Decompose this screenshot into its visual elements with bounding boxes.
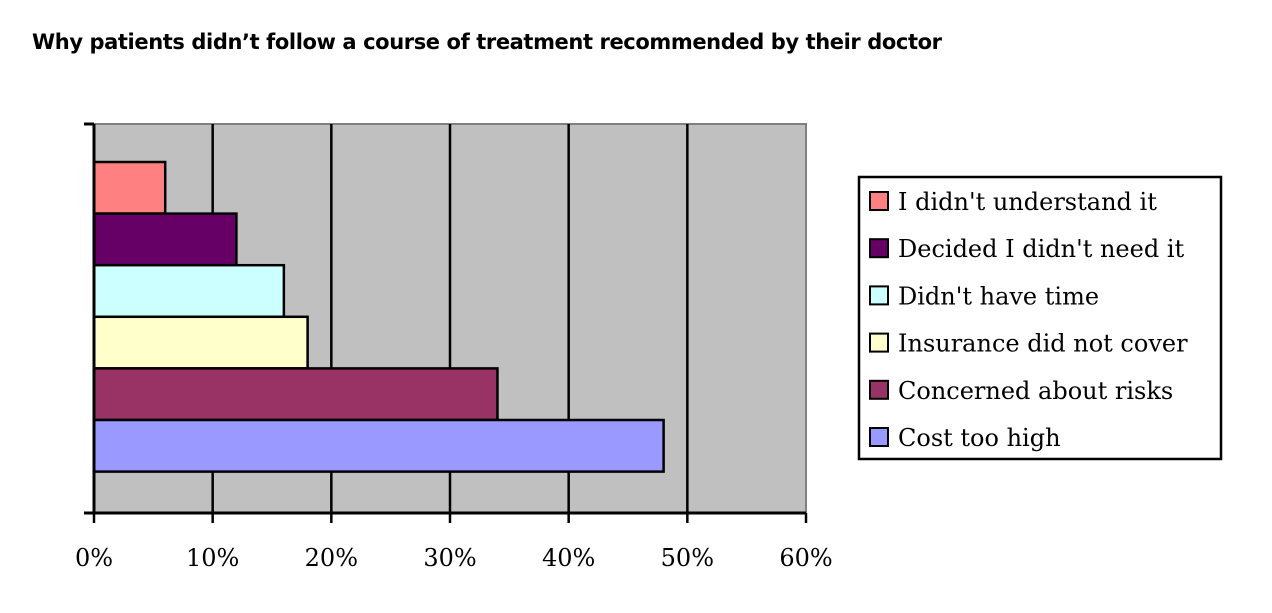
legend-label: Concerned about risks — [898, 377, 1173, 405]
x-tick-label: 10% — [186, 544, 239, 572]
legend-label: Decided I didn't need it — [898, 235, 1184, 263]
legend-swatch — [869, 427, 889, 447]
bar — [92, 160, 167, 215]
bar — [92, 263, 286, 319]
x-tick-label: 40% — [542, 544, 595, 572]
legend-label: Didn't have time — [898, 282, 1099, 310]
axes — [84, 122, 808, 523]
legend-swatch — [869, 191, 889, 211]
bars — [92, 160, 665, 473]
bar — [92, 418, 665, 473]
legend-swatch — [869, 238, 889, 259]
legend-label: Cost too high — [898, 424, 1061, 452]
bar — [92, 212, 238, 267]
x-tick-label: 20% — [305, 544, 358, 572]
x-tick-label: 60% — [779, 544, 832, 572]
x-tick-label: 0% — [75, 544, 113, 572]
x-tick-labels: 0% 10% 20% 30% 40% 50% 60% — [75, 544, 833, 572]
legend-swatch — [869, 285, 889, 306]
x-tick-label: 30% — [423, 544, 476, 572]
legend-label: I didn't understand it — [898, 188, 1157, 216]
legend-swatch — [869, 332, 889, 353]
bar — [92, 367, 499, 422]
legend: I didn't understand it Decided I didn't n… — [869, 188, 1188, 452]
bar — [92, 315, 309, 370]
legend-box — [857, 175, 1223, 461]
chart-title: Why patients didn’t follow a course of t… — [32, 30, 942, 54]
x-tick-label: 50% — [661, 544, 714, 572]
legend-swatch — [869, 379, 889, 400]
legend-label: Insurance did not cover — [898, 330, 1188, 358]
